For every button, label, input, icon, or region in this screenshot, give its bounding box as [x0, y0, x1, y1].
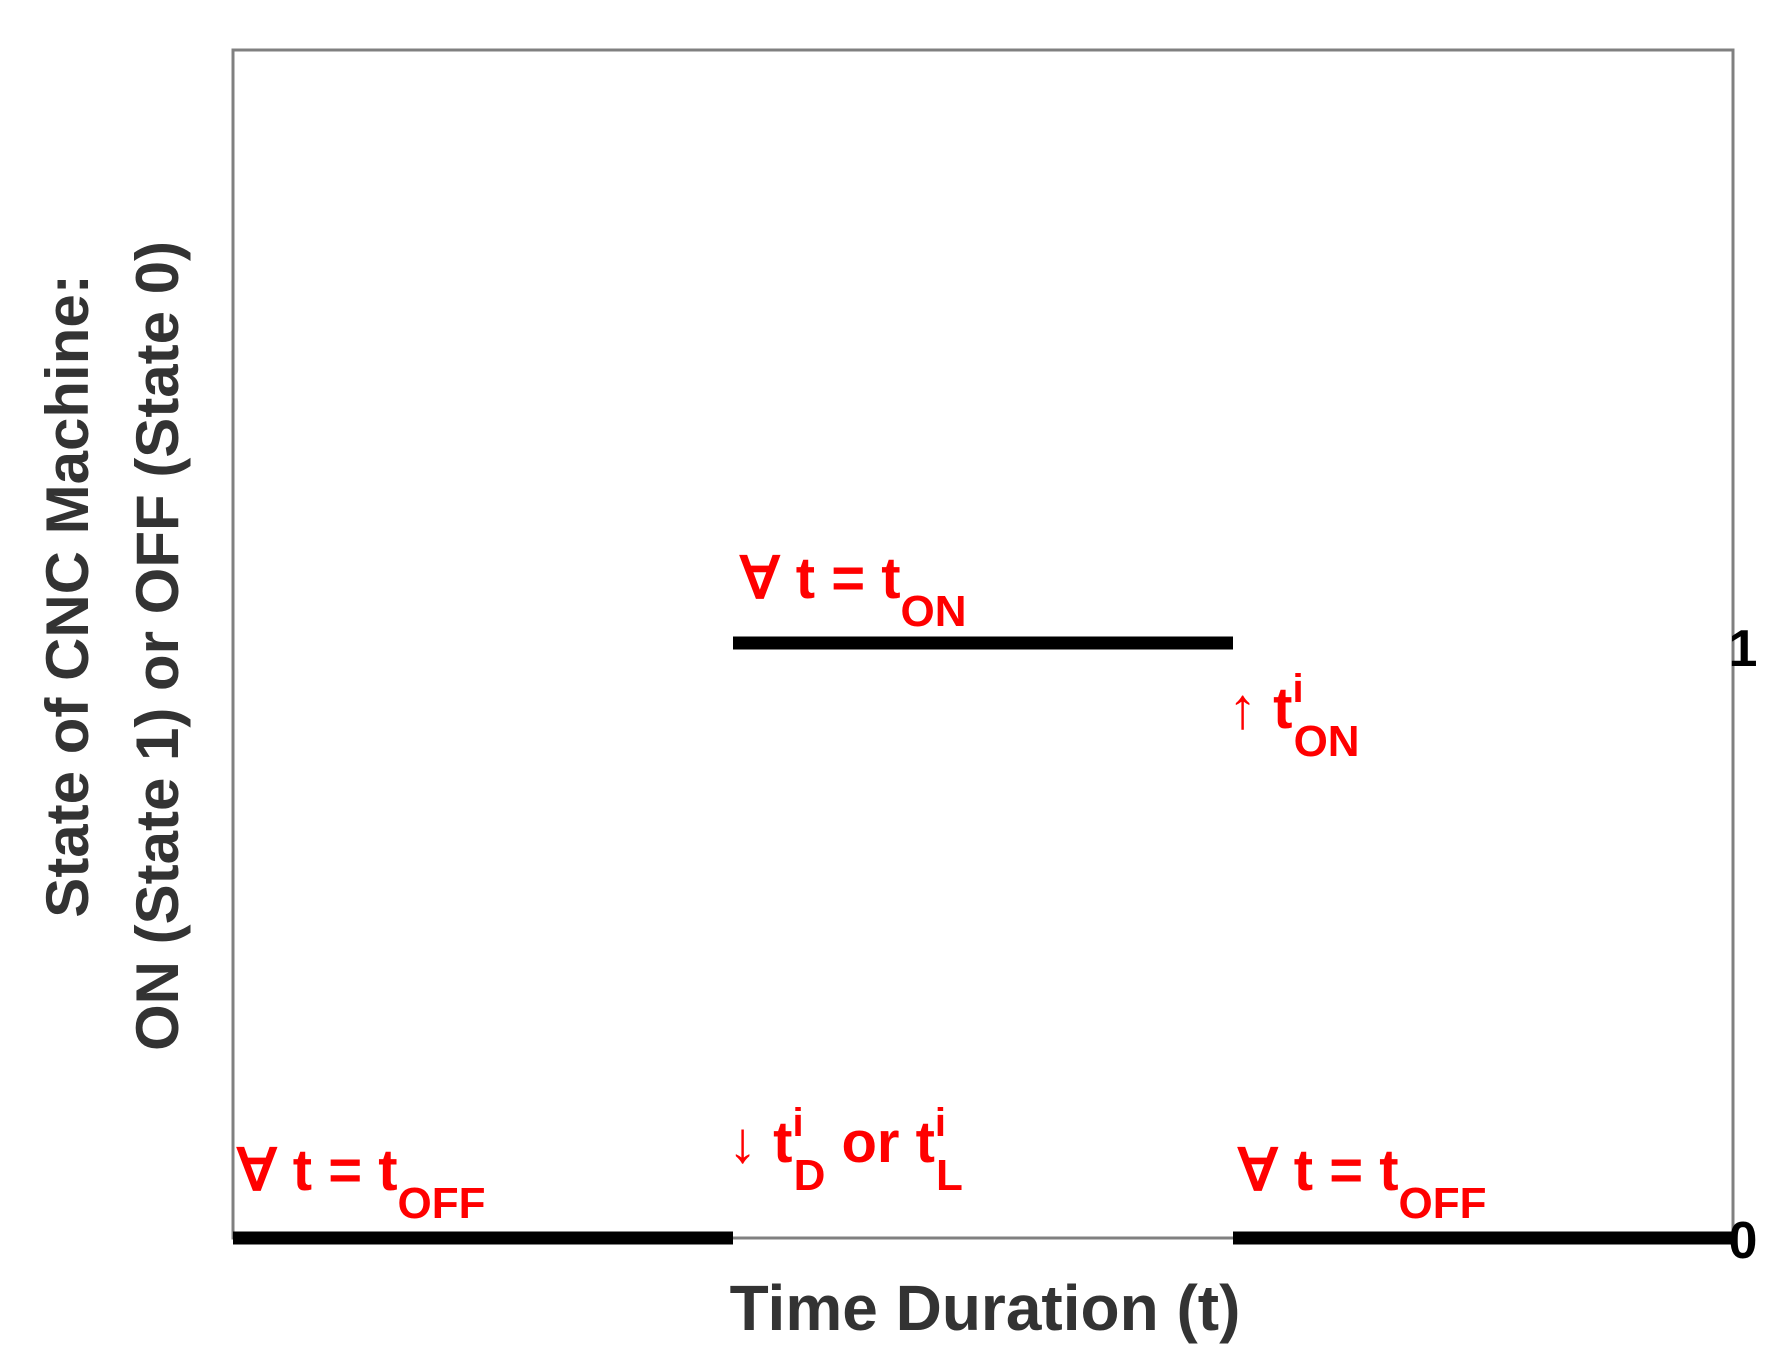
- y-tick-label-0: 0: [1729, 1212, 1758, 1270]
- y-axis-label-line1: State of CNC Machine:: [34, 274, 101, 917]
- annotation-t-on: ∀ t = tON: [739, 546, 967, 636]
- annotation-t-off-left: ∀ t = tOFF: [236, 1138, 486, 1228]
- annotation-t-on-i: ↑ ti ON: [1228, 667, 1360, 766]
- plot-frame: [231, 48, 1735, 1240]
- x-axis-label: Time Duration (t): [730, 1272, 1241, 1344]
- annotation-t-d-or-t-l: ↓ ti D or ti L: [728, 1101, 963, 1200]
- y-axis-label-line2: ON (State 1) or OFF (State 0): [124, 241, 191, 1051]
- annotation-t-off-right: ∀ t = tOFF: [1237, 1138, 1487, 1228]
- y-tick-label-1: 1: [1729, 620, 1758, 678]
